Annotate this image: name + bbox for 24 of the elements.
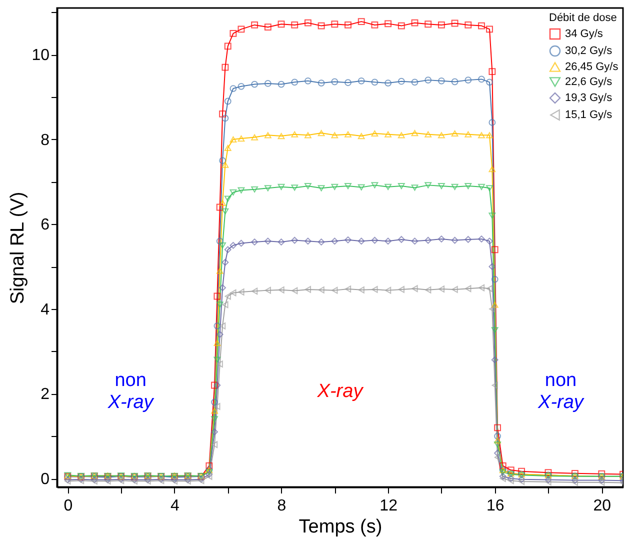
legend-label: 22,6 Gy/s bbox=[565, 76, 613, 88]
legend-label: 15,1 Gy/s bbox=[565, 109, 613, 121]
x-tick-label: 0 bbox=[64, 498, 73, 514]
y-tick-label: 8 bbox=[40, 132, 50, 149]
legend-label: 34 Gy/s bbox=[565, 28, 604, 40]
y-tick-label: 0 bbox=[40, 471, 50, 488]
x-tick-label: 12 bbox=[380, 498, 398, 514]
legend-title: Débit de dose bbox=[549, 12, 617, 24]
y-axis-title: Signal RL (V) bbox=[8, 192, 29, 304]
y-tick-label: 4 bbox=[40, 301, 50, 318]
legend-label: 26,45 Gy/s bbox=[565, 61, 619, 73]
legend-label: 30,2 Gy/s bbox=[565, 45, 613, 57]
y-tick-label: 6 bbox=[40, 216, 50, 234]
x-axis-title: Temps (s) bbox=[298, 516, 382, 538]
y-tick-label: 10 bbox=[32, 47, 50, 64]
y-tick-label: 2 bbox=[40, 386, 50, 404]
annotation: non X-ray bbox=[106, 370, 155, 414]
x-tick-label: 8 bbox=[277, 498, 286, 514]
x-tick-label: 20 bbox=[593, 498, 612, 514]
legend-label: 19,3 Gy/s bbox=[565, 92, 613, 104]
x-tick-label: 4 bbox=[170, 498, 180, 514]
x-tick-label: 16 bbox=[486, 498, 504, 514]
annotation: X-ray bbox=[316, 381, 364, 402]
annotation: non X-ray bbox=[537, 370, 585, 414]
